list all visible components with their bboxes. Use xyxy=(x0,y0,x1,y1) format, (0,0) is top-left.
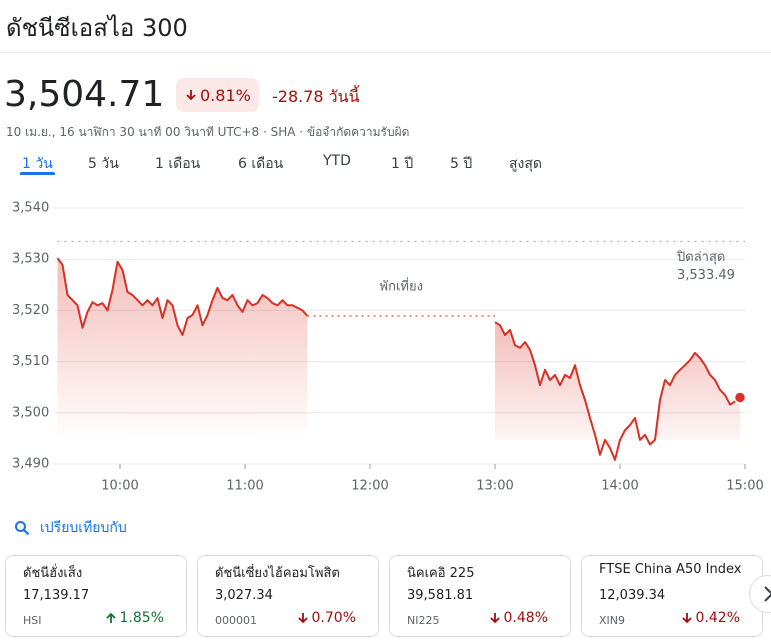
card-price: 3,027.34 xyxy=(215,588,273,603)
range-tab[interactable]: 1 ปี xyxy=(391,156,414,172)
card-price: 12,039.34 xyxy=(599,588,666,603)
chevron-icon xyxy=(764,586,771,602)
previous-close-label: ปิดล่าสุด xyxy=(676,250,725,265)
page-title: ดัชนีซีเอสไอ 300 xyxy=(6,14,188,42)
index-card[interactable]: FTSE China A50 Index 12,039.34 XIN9 0.42% xyxy=(581,555,763,637)
change-badge: 0.81% xyxy=(176,78,259,112)
chart: 3,490 3,500 3,510 3,520 3,530 3,540 10:00 11:00… xyxy=(12,201,764,494)
y-tick-label: 3,540 xyxy=(12,201,49,216)
timestamp: 10 เม.ย., 16 นาฬิกา 30 นาที 00 วินาที UT… xyxy=(6,125,410,139)
card-change: 1.85% xyxy=(104,610,164,626)
y-tick-label: 3,530 xyxy=(12,252,49,267)
compare-label: เปรียบเทียบกับ xyxy=(40,520,127,536)
area xyxy=(57,258,308,440)
x-tick-label: 12:00 xyxy=(351,479,388,494)
card-change-percent: 0.70% xyxy=(311,610,356,626)
area xyxy=(495,322,740,460)
range-tab[interactable]: 5 ปี xyxy=(450,156,473,172)
arrow-path xyxy=(297,613,308,624)
index-card[interactable]: ดัชนีฮั่งเส็ง 17,139.17 HSI 1.85% xyxy=(5,555,187,637)
x-tick-label: 10:00 xyxy=(101,479,138,494)
arrow-path xyxy=(489,613,500,624)
y-tick-label: 3,510 xyxy=(12,354,49,369)
card-price: 17,139.17 xyxy=(23,588,90,603)
card-change-percent: 0.42% xyxy=(695,610,740,626)
range-tab[interactable]: 1 วัน xyxy=(22,156,53,172)
card-symbol: XIN9 xyxy=(599,614,626,627)
card-change: 0.70% xyxy=(296,610,356,626)
card-name: นิคเคอิ 225 xyxy=(407,566,475,581)
x-tick-label: 15:00 xyxy=(726,479,763,494)
direction-arrow xyxy=(297,613,308,624)
card-change: 0.48% xyxy=(488,610,548,626)
divider xyxy=(0,52,771,53)
y-tick-label: 3,500 xyxy=(12,405,49,420)
range-tab[interactable]: สูงสุด xyxy=(509,156,543,172)
search-icon xyxy=(15,521,30,536)
card-symbol: 000001 xyxy=(215,614,257,627)
arrow-path xyxy=(186,90,196,101)
tab-underline xyxy=(20,172,55,175)
range-tab[interactable]: 6 เดือน xyxy=(238,156,284,172)
change-today: -28.78 วันนี้ xyxy=(272,87,360,106)
price: 3,504.71 xyxy=(4,74,165,115)
card-symbol: HSI xyxy=(23,614,42,627)
index-card[interactable]: นิคเคอิ 225 39,581.81 NI225 0.48% xyxy=(389,555,571,637)
previous-close-value: 3,533.49 xyxy=(677,268,735,283)
compare-link[interactable]: เปรียบเทียบกับ xyxy=(14,517,127,539)
direction-arrow xyxy=(186,90,196,101)
arrow-path xyxy=(105,612,116,623)
card-name: FTSE China A50 Index xyxy=(599,562,742,577)
card-name: ดัชนีเซี่ยงไฮ้คอมโพสิต xyxy=(215,566,340,581)
card-change: 0.42% xyxy=(680,610,740,626)
price-line xyxy=(494,321,741,461)
range-tab[interactable]: 5 วัน xyxy=(88,156,119,172)
x-tick-label: 13:00 xyxy=(476,479,513,494)
last-point xyxy=(733,391,747,404)
x-tick-label: 14:00 xyxy=(601,479,638,494)
arrow-path xyxy=(681,613,692,624)
price-line xyxy=(56,257,309,336)
direction-arrow xyxy=(489,613,500,624)
change-percent: 0.81% xyxy=(200,85,251,105)
card-change-percent: 1.85% xyxy=(119,610,164,626)
card-symbol: NI225 xyxy=(407,614,440,627)
y-tick-label: 3,520 xyxy=(12,303,49,318)
range-tab[interactable]: 1 เดือน xyxy=(155,156,201,172)
direction-arrow xyxy=(681,613,692,624)
card-name: ดัชนีฮั่งเส็ง xyxy=(23,566,83,581)
lunch-break-label: พักเที่ยง xyxy=(380,278,423,295)
next-button[interactable] xyxy=(749,575,771,613)
range-tab[interactable]: YTD xyxy=(323,153,351,169)
card-price: 39,581.81 xyxy=(407,588,474,603)
index-card[interactable]: ดัชนีเซี่ยงไฮ้คอมโพสิต 3,027.34 000001 0.70… xyxy=(197,555,379,637)
direction-arrow xyxy=(105,612,116,623)
x-tick-label: 11:00 xyxy=(226,479,263,494)
y-tick-label: 3,490 xyxy=(12,457,49,472)
card-change-percent: 0.48% xyxy=(503,610,548,626)
